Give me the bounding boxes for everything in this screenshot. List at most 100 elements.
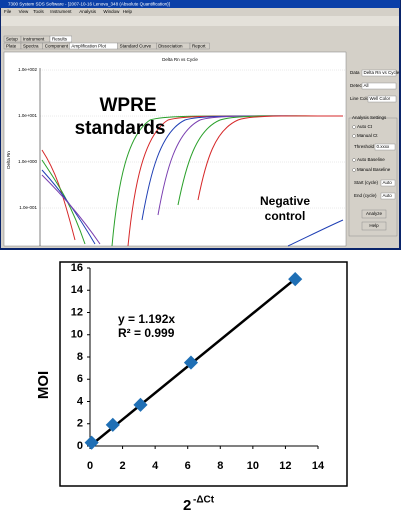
tab[interactable] xyxy=(189,42,210,50)
overlay-label: WPRE xyxy=(100,95,157,116)
menu-item[interactable]: File xyxy=(4,9,12,14)
radio[interactable] xyxy=(352,125,356,129)
y-tick-label: 10 xyxy=(71,329,83,341)
curve xyxy=(41,169,96,245)
input-box[interactable] xyxy=(380,179,396,187)
curve xyxy=(41,159,86,245)
panel-label: Threshold xyxy=(354,144,375,149)
y-tick-label: 6 xyxy=(77,373,83,385)
input-box[interactable] xyxy=(361,69,397,77)
input-value[interactable]: All xyxy=(364,83,369,88)
input-value[interactable]: Auto xyxy=(383,180,393,185)
y-tick-label: 14 xyxy=(71,284,84,296)
amplification-curves xyxy=(41,115,344,247)
input-value[interactable]: Delta Rn vs Cycle xyxy=(364,70,400,75)
toolbar xyxy=(1,16,399,26)
plot-title: Delta Rn vs Cycle xyxy=(162,57,198,62)
menu-item[interactable]: Help xyxy=(123,9,133,14)
input-box[interactable] xyxy=(367,95,397,103)
input-box[interactable] xyxy=(380,192,396,200)
x-tick-label: 10 xyxy=(247,460,259,472)
radio[interactable] xyxy=(352,158,356,162)
overlay-label: Negative xyxy=(260,194,310,208)
panel-label: Detector xyxy=(350,83,368,88)
plot-tick-label: 1.0e+001 xyxy=(18,113,37,118)
curve xyxy=(287,219,344,247)
overlay-label: standards xyxy=(75,118,166,139)
x-tick-label: 14 xyxy=(312,460,325,472)
plot-tick-label: 1.0e+002 xyxy=(18,67,37,72)
tab-label[interactable]: Standard Curve xyxy=(120,43,152,48)
plot-tick-label: 1.0e+000 xyxy=(18,159,37,164)
x-tick-label: 0 xyxy=(87,460,93,472)
data-point xyxy=(105,417,120,432)
menu-item[interactable]: Tools xyxy=(33,9,44,14)
curve xyxy=(197,115,344,201)
tab-label[interactable]: Amplification Plot xyxy=(71,43,106,48)
panel-label: End (cycle) xyxy=(354,193,377,198)
button-label[interactable]: Analyze xyxy=(366,211,383,216)
y-tick-label: 8 xyxy=(77,351,83,363)
curve xyxy=(41,149,76,241)
tab[interactable] xyxy=(49,35,72,43)
trendline-equation: y = 1.192x xyxy=(118,312,175,326)
radio[interactable] xyxy=(352,168,356,172)
tab-label[interactable]: Report xyxy=(192,43,206,48)
x-tick-label: 12 xyxy=(279,460,291,472)
curve xyxy=(41,174,101,245)
y-axis-label: MOI xyxy=(35,371,52,399)
y-tick-label: 16 xyxy=(71,262,83,274)
title-bar xyxy=(0,0,400,8)
menu-bar: File View Tools Instrument Analysis Window Hel… xyxy=(4,9,133,14)
plot-tick-label: 1.0e-001 xyxy=(19,205,37,210)
x-tick-label: 6 xyxy=(185,460,191,472)
x-tick-label: 2 xyxy=(120,460,126,472)
tab-label[interactable]: Dissociation xyxy=(158,43,183,48)
button-label[interactable]: Help xyxy=(369,223,379,228)
panel-label: Auto Baseline xyxy=(357,157,385,162)
x-tick-label: 4 xyxy=(152,460,159,472)
input-box[interactable] xyxy=(361,82,397,90)
panel-label: Manual Baseline xyxy=(357,167,391,172)
y-tick-label: 4 xyxy=(77,395,84,407)
data-point xyxy=(183,355,199,370)
panel-label: Auto Ct xyxy=(357,124,373,129)
input-value[interactable]: 0.xxxx xyxy=(377,144,391,149)
plot-y-label: Delta Rn xyxy=(6,151,11,169)
input-box[interactable] xyxy=(374,143,396,151)
window-title: 7300 System SDS Software - [2007-10-16 L… xyxy=(8,1,170,6)
radio[interactable] xyxy=(352,134,356,138)
panel-label: Manual Ct xyxy=(357,133,378,138)
tab-label[interactable]: Instrument xyxy=(23,36,45,41)
menu-item[interactable]: View xyxy=(19,9,29,14)
y-tick-label: 0 xyxy=(77,440,83,452)
tab-label[interactable]: Plate xyxy=(6,43,17,48)
panel-label: Data xyxy=(350,70,360,75)
input-value[interactable]: Auto xyxy=(383,193,393,198)
chart-frame xyxy=(59,261,348,487)
x-tick-label: 8 xyxy=(217,460,223,472)
group-box xyxy=(348,117,398,237)
button[interactable] xyxy=(361,209,387,219)
menu-item[interactable]: Instrument xyxy=(50,9,72,14)
menu-item[interactable]: Analysis xyxy=(79,9,97,14)
data-point xyxy=(288,272,303,287)
input-value[interactable]: Well Color xyxy=(370,96,391,101)
panel-label: Start (cycle) xyxy=(354,180,379,185)
tab-label[interactable]: Spectra xyxy=(23,43,39,48)
tab-label[interactable]: Component xyxy=(45,43,69,48)
tab-label[interactable]: Results xyxy=(52,36,68,41)
y-tick-label: 2 xyxy=(77,418,83,430)
data-point xyxy=(133,397,148,412)
panel-label: Line Color xyxy=(350,96,371,101)
tab-label[interactable]: Setup xyxy=(6,36,18,41)
panel-label: Analysis Settings xyxy=(352,115,387,120)
button[interactable] xyxy=(361,221,387,231)
x-axis-label-exponent: -ΔCt xyxy=(193,495,215,506)
tab-bar: Setup Instrument Results Plate Spectra Compon… xyxy=(3,35,210,50)
data-point xyxy=(84,435,99,450)
y-tick-label: 12 xyxy=(71,306,83,318)
menu-item[interactable]: Window xyxy=(103,9,120,14)
